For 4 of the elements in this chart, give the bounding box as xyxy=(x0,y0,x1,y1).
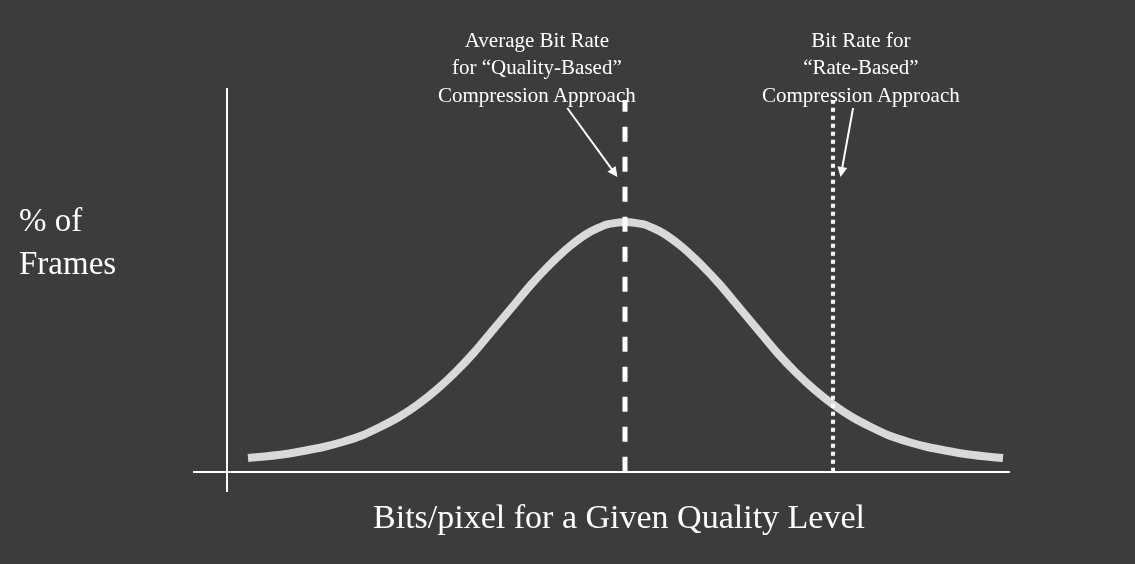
text: Average Bit Rate for “Quality-Based” Compression Approach xyxy=(438,28,637,107)
x-axis-title: Bits/pixel for a Given Quality Level xyxy=(373,498,865,536)
y-axis-title: % of Frames xyxy=(19,202,117,281)
text: Bit Rate for “Rate-Based” Compression Approach xyxy=(762,28,961,107)
